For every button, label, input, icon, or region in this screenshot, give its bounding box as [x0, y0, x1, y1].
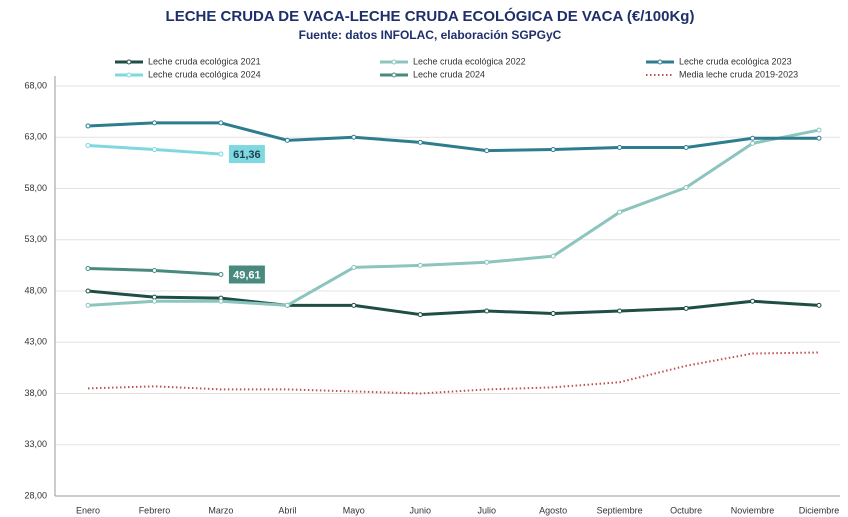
x-tick-label: Octubre — [670, 505, 702, 515]
data-label: 61,36 — [233, 149, 261, 161]
point-marker — [151, 298, 157, 304]
point-marker — [417, 139, 423, 145]
legend-marker — [126, 72, 132, 78]
point-marker — [683, 184, 689, 190]
y-tick-label: 48,00 — [24, 285, 47, 295]
data-label-box — [228, 145, 265, 164]
x-tick-label: Febrero — [139, 505, 171, 515]
point-marker — [284, 137, 290, 143]
y-tick-label: 33,00 — [24, 439, 47, 449]
x-tick-label: Junio — [410, 505, 432, 515]
point-marker — [816, 127, 822, 133]
legend-label: Leche cruda 2024 — [413, 69, 485, 79]
point-marker — [750, 298, 756, 304]
point-marker — [484, 259, 490, 265]
data-label-box — [228, 265, 265, 284]
point-marker — [351, 302, 357, 308]
legend-label: Leche cruda ecológica 2023 — [679, 56, 792, 66]
x-tick-label: Septiembre — [597, 505, 643, 515]
point-marker — [85, 302, 91, 308]
chart-title: LECHE CRUDA DE VACA-LECHE CRUDA ECOLÓGIC… — [166, 7, 695, 25]
point-marker — [550, 311, 556, 317]
point-marker — [550, 147, 556, 153]
point-marker — [151, 268, 157, 273]
y-tick-label: 43,00 — [24, 337, 47, 347]
y-tick-label: 68,00 — [24, 80, 47, 90]
legend-marker — [126, 59, 132, 65]
point-marker — [816, 302, 822, 308]
point-marker — [617, 209, 623, 215]
point-marker — [218, 271, 224, 277]
point-marker — [816, 135, 822, 141]
y-tick-label: 38,00 — [24, 388, 47, 398]
point-marker — [683, 305, 689, 311]
series-line — [87, 289, 820, 317]
legend-marker — [391, 72, 397, 78]
point-marker — [151, 147, 157, 153]
point-marker — [284, 302, 290, 308]
legend-marker — [391, 59, 397, 65]
x-tick-label: Marzo — [208, 505, 233, 515]
point-marker — [218, 151, 224, 157]
y-tick-label: 28,00 — [24, 490, 47, 500]
legend-label: Media leche cruda 2019-2023 — [679, 69, 798, 79]
point-marker — [151, 120, 157, 126]
legend-label: Leche cruda ecológica 2024 — [148, 69, 261, 79]
x-tick-label: Noviembre — [731, 505, 775, 515]
data-label: 49,61 — [233, 269, 261, 281]
legend-label: Leche cruda ecológica 2022 — [413, 56, 526, 66]
x-tick-label: Diciembre — [799, 505, 840, 515]
legend-marker — [657, 59, 663, 65]
point-marker — [85, 142, 91, 148]
point-marker — [683, 145, 689, 150]
point-marker — [85, 123, 91, 129]
point-marker — [151, 294, 157, 300]
point-marker — [484, 148, 490, 154]
x-tick-label: Julio — [477, 505, 496, 515]
point-marker — [617, 308, 623, 314]
point-marker — [218, 298, 224, 304]
point-marker — [85, 265, 91, 271]
point-marker — [417, 262, 423, 268]
y-tick-label: 58,00 — [24, 183, 47, 193]
point-marker — [351, 134, 357, 140]
x-tick-label: Agosto — [539, 505, 567, 515]
point-marker — [750, 140, 756, 146]
point-marker — [218, 120, 224, 126]
series-line — [87, 128, 820, 307]
y-tick-label: 53,00 — [24, 234, 47, 244]
y-tick-label: 63,00 — [24, 132, 47, 142]
point-marker — [617, 145, 623, 150]
point-marker — [417, 312, 423, 318]
legend-label: Leche cruda ecológica 2021 — [148, 56, 261, 66]
series-line — [87, 121, 819, 153]
point-marker — [85, 288, 91, 294]
point-marker — [351, 264, 357, 270]
x-tick-label: Enero — [76, 505, 100, 515]
chart-subtitle: Fuente: datos INFOLAC, elaboración SGPGy… — [299, 28, 562, 42]
series-line — [87, 351, 820, 395]
x-tick-label: Mayo — [343, 505, 365, 515]
point-marker — [484, 308, 490, 314]
x-tick-label: Abril — [278, 505, 296, 515]
point-marker — [550, 253, 556, 259]
point-marker — [750, 135, 756, 141]
